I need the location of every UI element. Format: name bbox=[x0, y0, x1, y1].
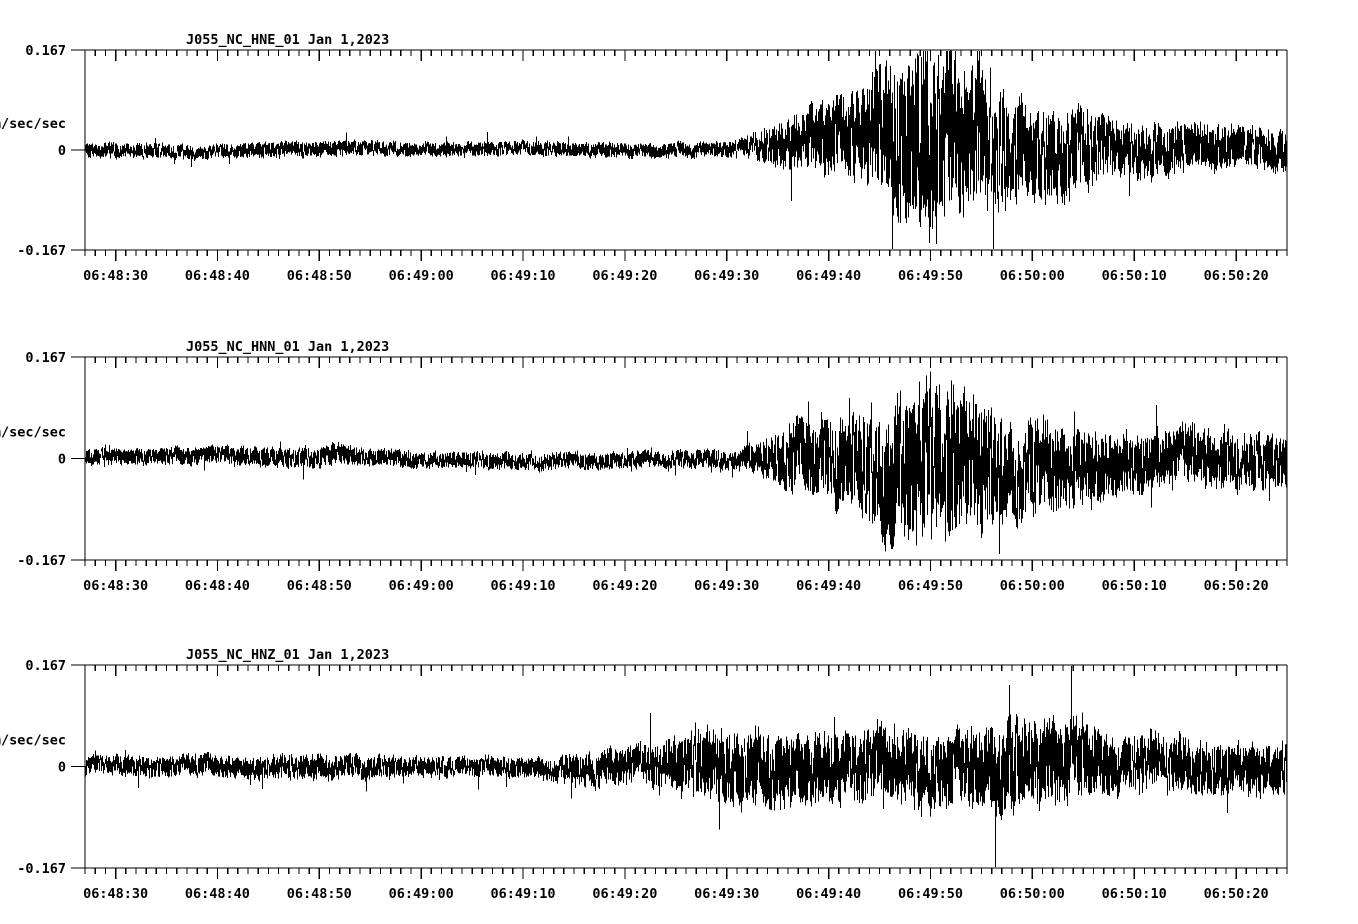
y-axis-ticks bbox=[71, 356, 85, 561]
x-tick-label: 06:50:20 bbox=[1204, 268, 1269, 284]
waveform-trace bbox=[85, 666, 1287, 867]
x-tick-label: 06:50:10 bbox=[1102, 886, 1167, 902]
x-tick-label: 06:48:50 bbox=[287, 268, 352, 284]
x-tick-label: 06:49:10 bbox=[490, 268, 555, 284]
seismogram-panel-hne: 0.1670-0.167cm/sec/sec06:48:3006:48:4006… bbox=[0, 0, 1358, 307]
x-tick-label: 06:48:50 bbox=[287, 578, 352, 594]
x-tick-label: 06:49:30 bbox=[694, 886, 759, 902]
x-tick-label: 06:49:30 bbox=[694, 578, 759, 594]
x-tick-label: 06:48:40 bbox=[185, 886, 250, 902]
x-axis-ticks bbox=[84, 357, 1288, 571]
y-axis-max-label: 0.167 bbox=[25, 350, 66, 366]
y-axis-unit-label: cm/sec/sec bbox=[0, 116, 66, 132]
waveform-trace bbox=[85, 371, 1287, 554]
x-tick-label: 06:49:10 bbox=[490, 886, 555, 902]
y-axis-ticks bbox=[71, 664, 85, 869]
y-axis-max-label: 0.167 bbox=[25, 658, 66, 674]
x-tick-label: 06:49:50 bbox=[898, 578, 963, 594]
x-tick-label: 06:50:10 bbox=[1102, 578, 1167, 594]
x-tick-label: 06:49:40 bbox=[796, 886, 861, 902]
x-tick-label: 06:50:00 bbox=[1000, 578, 1065, 594]
x-tick-label: 06:50:00 bbox=[1000, 886, 1065, 902]
x-tick-label: 06:49:10 bbox=[490, 578, 555, 594]
x-tick-label: 06:50:20 bbox=[1204, 578, 1269, 594]
x-tick-label: 06:48:30 bbox=[83, 268, 148, 284]
x-tick-label: 06:49:00 bbox=[389, 578, 454, 594]
x-axis-tick-labels: 06:48:30 06:48:40 06:48:50 06:49:00 06:49:10… bbox=[83, 268, 1269, 284]
x-tick-label: 06:49:30 bbox=[694, 268, 759, 284]
y-axis-zero-label: 0 bbox=[58, 452, 66, 468]
x-tick-label: 06:49:00 bbox=[389, 268, 454, 284]
x-axis-tick-labels: 06:48:30 06:48:40 06:48:50 06:49:00 06:49:10… bbox=[83, 886, 1269, 902]
x-tick-label: 06:49:00 bbox=[389, 886, 454, 902]
panel-title: J055_NC_HNN_01 Jan 1,2023 bbox=[186, 339, 389, 355]
y-axis-zero-label: 0 bbox=[58, 760, 66, 776]
panel-title: J055_NC_HNE_01 Jan 1,2023 bbox=[186, 32, 389, 48]
y-axis-min-label: -0.167 bbox=[17, 553, 66, 569]
y-axis-max-label: 0.167 bbox=[25, 43, 66, 59]
x-tick-label: 06:49:20 bbox=[592, 578, 657, 594]
y-axis-ticks bbox=[71, 49, 85, 251]
x-tick-label: 06:49:20 bbox=[592, 268, 657, 284]
x-tick-label: 06:49:40 bbox=[796, 268, 861, 284]
y-axis-min-label: -0.167 bbox=[17, 243, 66, 259]
x-tick-label: 06:50:10 bbox=[1102, 268, 1167, 284]
seismogram-panel-hnz: 0.1670-0.167cm/sec/sec06:48:3006:48:4006… bbox=[0, 615, 1358, 924]
x-axis-tick-labels: 06:48:30 06:48:40 06:48:50 06:49:00 06:49:10… bbox=[83, 578, 1269, 594]
waveform-trace bbox=[85, 51, 1287, 249]
x-tick-label: 06:48:40 bbox=[185, 268, 250, 284]
x-axis-ticks bbox=[84, 665, 1288, 879]
x-tick-label: 06:49:40 bbox=[796, 578, 861, 594]
x-tick-label: 06:48:30 bbox=[83, 578, 148, 594]
y-axis-min-label: -0.167 bbox=[17, 861, 66, 877]
x-tick-label: 06:49:20 bbox=[592, 886, 657, 902]
x-tick-label: 06:49:50 bbox=[898, 268, 963, 284]
y-axis-unit-label: cm/sec/sec bbox=[0, 733, 66, 749]
x-tick-label: 06:49:50 bbox=[898, 886, 963, 902]
seismogram-panel-hnn: 0.1670-0.167cm/sec/sec06:48:3006:48:4006… bbox=[0, 307, 1358, 614]
x-tick-label: 06:48:50 bbox=[287, 886, 352, 902]
x-tick-label: 06:50:20 bbox=[1204, 886, 1269, 902]
panel-title: J055_NC_HNZ_01 Jan 1,2023 bbox=[186, 647, 389, 663]
x-axis-ticks bbox=[84, 50, 1288, 261]
x-tick-label: 06:48:30 bbox=[83, 886, 148, 902]
y-axis-zero-label: 0 bbox=[58, 143, 66, 159]
x-tick-label: 06:48:40 bbox=[185, 578, 250, 594]
x-tick-label: 06:50:00 bbox=[1000, 268, 1065, 284]
y-axis-unit-label: cm/sec/sec bbox=[0, 425, 66, 441]
